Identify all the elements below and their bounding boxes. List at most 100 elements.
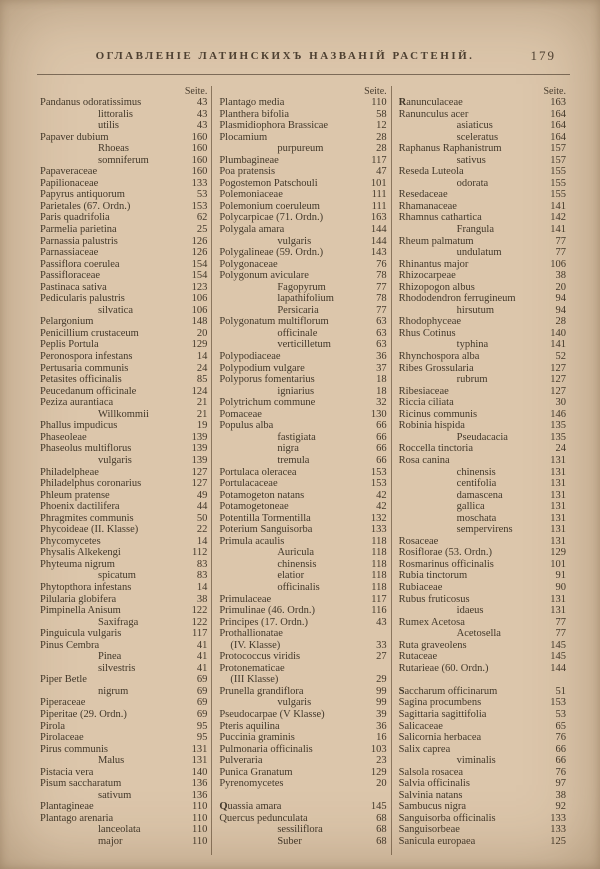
entry-name: Papilionaceae bbox=[40, 177, 99, 189]
entry-name: Salsola rosacea bbox=[398, 766, 464, 778]
entry-name: Piper Betle bbox=[40, 674, 87, 686]
index-entry: Rumex Acetosa 77 bbox=[399, 617, 567, 629]
entry-name: Roccella tinctoria bbox=[398, 443, 473, 455]
index-entry: silvestris 41 bbox=[40, 663, 208, 675]
index-entry: rubrum 127 bbox=[399, 374, 567, 386]
entry-name: Paris quadrifolia bbox=[40, 212, 110, 224]
entry-name: Sambucus nigra bbox=[398, 801, 467, 813]
index-entry: Polyporus fomentarius 18 bbox=[219, 374, 387, 386]
entry-name: Rhinantus major bbox=[398, 258, 469, 270]
index-entry: Pisum saccharatum 136 bbox=[40, 778, 208, 790]
index-entry: Salvia officinalis 97 bbox=[399, 778, 567, 790]
index-entry: Phytopthora infestans 14 bbox=[40, 582, 208, 594]
entry-page-number: 97 bbox=[555, 778, 566, 790]
entry-name: Acetosella bbox=[456, 628, 501, 640]
entry-name: Parnassiaceae bbox=[40, 247, 99, 259]
entry-name: Parnassia palustris bbox=[40, 235, 118, 247]
index-entry: Rosa canina 131 bbox=[399, 455, 567, 467]
entry-page-number: 63 bbox=[376, 327, 387, 339]
entry-page-number: 77 bbox=[555, 616, 566, 628]
entry-name: odorata bbox=[456, 177, 489, 189]
index-entry: Primulaceae 117 bbox=[219, 594, 387, 606]
index-entry: Prunella grandiflora 99 bbox=[219, 686, 387, 698]
entry-name: Resedaceae bbox=[398, 189, 448, 201]
entry-page-number: 50 bbox=[196, 512, 208, 524]
entry-name: Portulaca oleracea bbox=[219, 466, 297, 478]
index-entry: utilis 43 bbox=[40, 120, 208, 132]
entry-name: idaeus bbox=[456, 605, 484, 617]
index-entry: Pedicularis palustris 106 bbox=[40, 293, 208, 305]
index-column-2: Seite. Plantago media 110 Planthera bifoli… bbox=[211, 86, 390, 855]
entry-page-number: 122 bbox=[191, 616, 208, 628]
entry-name: Saxifraga bbox=[98, 616, 139, 628]
index-entry: Piperaceae 69 bbox=[40, 697, 208, 709]
index-entry: Phallus impudicus 19 bbox=[40, 420, 208, 432]
index-entry: Pirolaceae 95 bbox=[40, 732, 208, 744]
entry-page-number: 20 bbox=[376, 778, 387, 790]
index-entry: Plantagineae 110 bbox=[40, 801, 208, 813]
entry-page-number: 136 bbox=[191, 789, 208, 801]
index-entry: Ruta graveolens 145 bbox=[399, 640, 567, 652]
entry-name: Rhamnus cathartica bbox=[398, 212, 482, 224]
entry-page-number: 118 bbox=[371, 558, 387, 570]
entry-name: Salix caprea bbox=[398, 743, 451, 755]
entry-name: Primulinae (46. Ordn.) bbox=[219, 605, 315, 617]
entry-page-number: 41 bbox=[196, 662, 208, 674]
index-entry: vulgaris 99 bbox=[219, 697, 387, 709]
index-entry: Polygonaceae 76 bbox=[219, 259, 387, 271]
index-entry: Rutarieae (60. Ordn.) 144 bbox=[399, 663, 567, 675]
index-entry: hirsutum 94 bbox=[399, 305, 567, 317]
entry-name: Poa pratensis bbox=[219, 166, 276, 178]
entry-page-number: 157 bbox=[550, 154, 566, 166]
index-entry: Saxifraga 122 bbox=[40, 617, 208, 629]
entry-name: Piperaceae bbox=[40, 697, 86, 709]
entry-page-number: 157 bbox=[550, 143, 566, 155]
entry-page-number: 160 bbox=[191, 143, 208, 155]
index-entry: Sanguisorbeae 133 bbox=[399, 824, 567, 836]
entry-page-number: 44 bbox=[196, 501, 208, 513]
entry-page-number: 118 bbox=[371, 570, 387, 582]
entry-page-number: 76 bbox=[376, 258, 387, 270]
entry-page-number: 154 bbox=[191, 270, 208, 282]
entry-name: officinalis bbox=[277, 581, 320, 593]
index-entry: Rhamanaceae 141 bbox=[399, 201, 567, 213]
entry-page-number: 132 bbox=[370, 512, 387, 524]
entry-page-number: 99 bbox=[376, 697, 387, 709]
entry-page-number: 52 bbox=[555, 351, 566, 363]
entry-name: elatior bbox=[277, 570, 305, 582]
entry-page-number: 77 bbox=[376, 304, 387, 316]
index-entry: igniarius 18 bbox=[219, 386, 387, 398]
index-entry: Piper Betle 69 bbox=[40, 674, 208, 686]
index-entry: Passifloraceae 154 bbox=[40, 270, 208, 282]
entry-page-number: 41 bbox=[196, 639, 208, 651]
index-entry: Rhizocarpeae 38 bbox=[399, 270, 567, 282]
entry-page-number: 69 bbox=[196, 708, 208, 720]
entry-name: nigrum bbox=[98, 685, 129, 697]
entry-page-number: 32 bbox=[376, 397, 387, 409]
entry-page-number: 160 bbox=[191, 131, 208, 143]
index-entry: viminalis 66 bbox=[399, 755, 567, 767]
index-entry: odorata 155 bbox=[399, 178, 567, 190]
entry-name: Rheum palmatum bbox=[398, 235, 474, 247]
index-entry: Pseudocarpae (V Klasse) 39 bbox=[219, 709, 387, 721]
entry-name: moschata bbox=[456, 512, 497, 524]
entry-page-number: 28 bbox=[376, 131, 387, 143]
entry-name: Polemonium coeruleum bbox=[219, 200, 320, 212]
entry-name: Pinea bbox=[98, 651, 122, 663]
index-entry: Peronospora infestans 14 bbox=[40, 351, 208, 363]
index-entry: littoralis 43 bbox=[40, 109, 208, 121]
entry-name: Rhamanaceae bbox=[398, 200, 457, 212]
entry-page-number: 22 bbox=[196, 524, 208, 536]
index-entry: spicatum 83 bbox=[40, 570, 208, 582]
entry-page-number: 76 bbox=[555, 766, 566, 778]
index-entry: asiaticus 164 bbox=[399, 120, 567, 132]
entry-page-number: 103 bbox=[370, 743, 387, 755]
entry-page-number: 125 bbox=[550, 836, 566, 847]
entry-name: Parietales (67. Ordn.) bbox=[40, 200, 131, 212]
index-entry: Pistacia vera 140 bbox=[40, 767, 208, 779]
entry-name: tremula bbox=[277, 454, 310, 466]
entry-name: Rosaceae bbox=[398, 535, 439, 547]
index-entry: Penicillium crustaceum 20 bbox=[40, 328, 208, 340]
index-entry: Polycarpicae (71. Ordn.) 163 bbox=[219, 212, 387, 224]
index-entry: purpureum 28 bbox=[219, 143, 387, 155]
